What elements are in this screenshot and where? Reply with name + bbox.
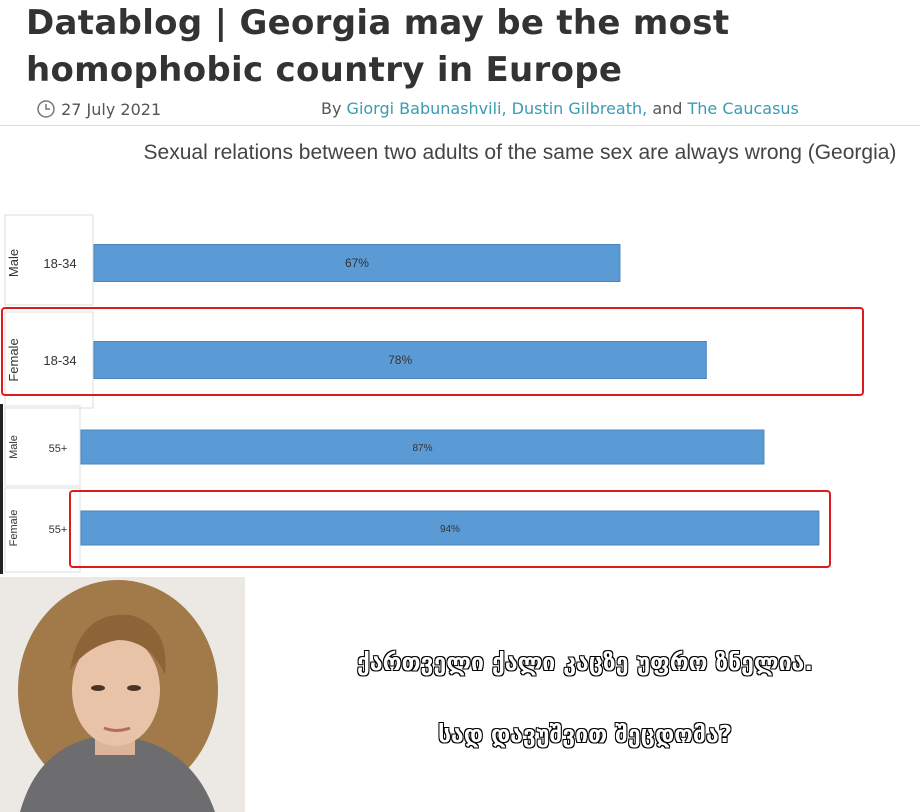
- article-title: Datablog | Georgia may be the most homop…: [26, 3, 730, 90]
- highlight-box: [1, 307, 864, 396]
- highlight-box: [69, 490, 831, 568]
- group-label: Female: [6, 338, 21, 381]
- group-label: Female: [8, 510, 20, 547]
- label-box: [4, 487, 81, 573]
- bar: [93, 341, 707, 379]
- category-label: 18-34: [43, 353, 76, 368]
- divider: [0, 125, 920, 126]
- label-box: [4, 405, 81, 487]
- byline: By Giorgi Babunashvili, Dustin Gilbreath…: [321, 99, 799, 118]
- caption-line: სად დავუშვით შეცდომა?: [437, 721, 733, 748]
- date: 27 July 2021: [61, 100, 162, 119]
- value-label: 67%: [345, 256, 369, 270]
- value-label: 78%: [388, 353, 412, 367]
- author-link[interactable]: The Caucasus: [687, 99, 799, 118]
- clock-icon: [37, 100, 55, 118]
- byline-text: and: [652, 99, 683, 118]
- author-link[interactable]: Dustin Gilbreath,: [511, 99, 648, 118]
- author-link[interactable]: Giorgi Babunashvili,: [346, 99, 507, 118]
- photo: [0, 577, 245, 812]
- label-box: [4, 214, 94, 306]
- bar: [93, 244, 621, 282]
- category-label: 55+: [49, 524, 68, 536]
- bar: [80, 510, 820, 546]
- crop-edge: [0, 404, 3, 574]
- caption-line: ქართველი ქალი კაცზე უფრო ზნელია.: [356, 649, 814, 676]
- category-label: 18-34: [43, 256, 76, 271]
- group-label: Male: [8, 435, 20, 459]
- bar: [80, 429, 765, 465]
- category-label: 55+: [49, 443, 68, 455]
- value-label: 87%: [412, 443, 432, 454]
- chart-title: Sexual relations between two adults of t…: [143, 141, 897, 164]
- value-label: 94%: [440, 524, 460, 535]
- label-box: [4, 311, 94, 409]
- byline-text: By: [321, 99, 342, 118]
- group-label: Male: [6, 249, 21, 277]
- article-meta: 27 July 2021 By Giorgi Babunashvili, Dus…: [36, 99, 920, 123]
